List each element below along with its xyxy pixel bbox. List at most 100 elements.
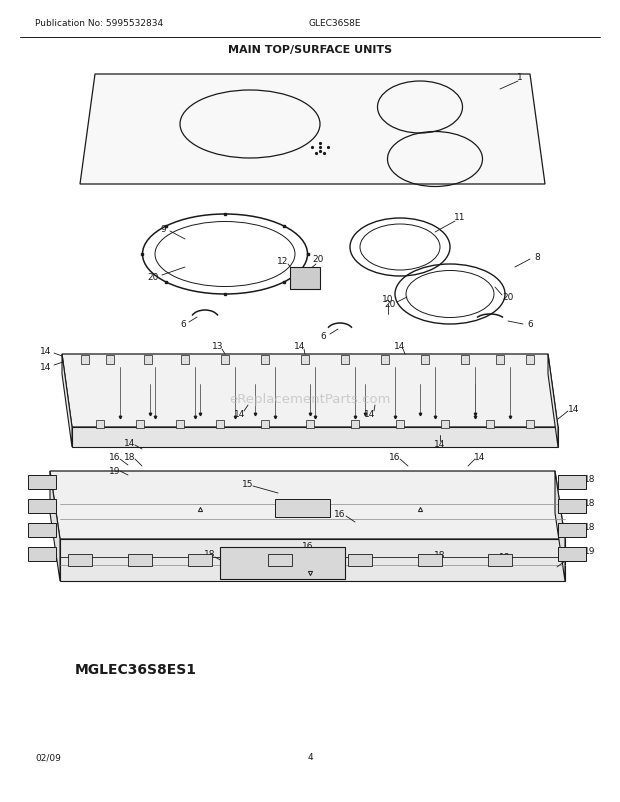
Text: Publication No: 5995532834: Publication No: 5995532834 <box>35 18 163 27</box>
Text: GLEC36S8E: GLEC36S8E <box>309 18 361 27</box>
FancyBboxPatch shape <box>301 355 309 365</box>
Text: 20: 20 <box>384 300 396 309</box>
Text: 15: 15 <box>242 480 254 489</box>
FancyBboxPatch shape <box>461 355 469 365</box>
Text: 14: 14 <box>125 439 136 448</box>
FancyBboxPatch shape <box>526 420 534 428</box>
Text: 18: 18 <box>29 475 41 484</box>
FancyBboxPatch shape <box>421 355 429 365</box>
Text: 14: 14 <box>294 342 306 351</box>
FancyBboxPatch shape <box>188 554 212 566</box>
FancyBboxPatch shape <box>488 554 512 566</box>
Text: 8: 8 <box>534 253 540 262</box>
FancyBboxPatch shape <box>68 554 92 566</box>
Polygon shape <box>62 354 558 427</box>
Text: 18: 18 <box>29 499 41 508</box>
Polygon shape <box>50 472 60 581</box>
Text: 11: 11 <box>454 213 466 222</box>
FancyBboxPatch shape <box>106 355 114 365</box>
Text: 4: 4 <box>307 752 313 762</box>
Text: 14: 14 <box>234 410 246 419</box>
FancyBboxPatch shape <box>526 355 534 365</box>
Text: 19: 19 <box>109 467 121 476</box>
FancyBboxPatch shape <box>136 420 144 428</box>
FancyBboxPatch shape <box>558 547 586 561</box>
FancyBboxPatch shape <box>261 355 269 365</box>
Polygon shape <box>80 75 545 184</box>
Text: 18: 18 <box>584 523 596 532</box>
Text: 14: 14 <box>394 342 405 351</box>
FancyBboxPatch shape <box>558 476 586 489</box>
FancyBboxPatch shape <box>96 420 104 428</box>
Text: 02/09: 02/09 <box>35 752 61 762</box>
Text: eReplacementParts.com: eReplacementParts.com <box>229 393 391 406</box>
Text: 14: 14 <box>474 453 485 462</box>
Text: 16: 16 <box>389 453 401 462</box>
Polygon shape <box>62 354 72 448</box>
Text: 20: 20 <box>502 294 514 302</box>
FancyBboxPatch shape <box>28 524 56 537</box>
FancyBboxPatch shape <box>128 554 152 566</box>
FancyBboxPatch shape <box>351 420 359 428</box>
FancyBboxPatch shape <box>220 547 345 579</box>
Text: 16: 16 <box>109 453 121 462</box>
FancyBboxPatch shape <box>216 420 224 428</box>
FancyBboxPatch shape <box>181 355 189 365</box>
Text: 18: 18 <box>584 475 596 484</box>
FancyBboxPatch shape <box>441 420 449 428</box>
Text: 18: 18 <box>434 551 446 560</box>
FancyBboxPatch shape <box>81 355 89 365</box>
FancyBboxPatch shape <box>28 547 56 561</box>
FancyBboxPatch shape <box>261 420 269 428</box>
Text: 19: 19 <box>584 547 596 556</box>
FancyBboxPatch shape <box>381 355 389 365</box>
FancyBboxPatch shape <box>275 500 330 517</box>
FancyBboxPatch shape <box>28 500 56 513</box>
Polygon shape <box>60 539 565 581</box>
FancyBboxPatch shape <box>558 524 586 537</box>
Polygon shape <box>555 472 565 581</box>
Text: MAIN TOP/SURFACE UNITS: MAIN TOP/SURFACE UNITS <box>228 45 392 55</box>
Text: 1: 1 <box>517 74 523 83</box>
FancyBboxPatch shape <box>496 355 504 365</box>
Text: 6: 6 <box>180 320 186 329</box>
Polygon shape <box>72 427 558 448</box>
Text: 18: 18 <box>124 453 136 462</box>
FancyBboxPatch shape <box>144 355 152 365</box>
Text: 9: 9 <box>160 225 166 234</box>
Text: 18: 18 <box>584 499 596 508</box>
Text: MGLEC36S8ES1: MGLEC36S8ES1 <box>75 662 197 676</box>
Text: 13: 13 <box>212 342 224 351</box>
Text: 16: 16 <box>303 542 314 551</box>
FancyBboxPatch shape <box>486 420 494 428</box>
Text: 17: 17 <box>29 550 41 559</box>
Polygon shape <box>548 354 558 448</box>
FancyBboxPatch shape <box>418 554 442 566</box>
FancyBboxPatch shape <box>348 554 372 566</box>
FancyBboxPatch shape <box>176 420 184 428</box>
FancyBboxPatch shape <box>396 420 404 428</box>
Text: 14: 14 <box>40 363 51 372</box>
Text: 20: 20 <box>312 255 324 264</box>
Text: 6: 6 <box>320 332 326 341</box>
Polygon shape <box>50 472 565 539</box>
Text: 10: 10 <box>383 295 394 304</box>
FancyBboxPatch shape <box>221 355 229 365</box>
Text: 12: 12 <box>277 257 289 266</box>
FancyBboxPatch shape <box>28 476 56 489</box>
Text: 14: 14 <box>569 405 580 414</box>
Text: 18: 18 <box>29 523 41 532</box>
Text: 6: 6 <box>527 320 533 329</box>
Text: 18: 18 <box>204 550 216 559</box>
Text: 14: 14 <box>365 410 376 419</box>
FancyBboxPatch shape <box>290 268 320 290</box>
FancyBboxPatch shape <box>268 554 292 566</box>
Text: 14: 14 <box>40 347 51 356</box>
Text: 18: 18 <box>564 555 576 564</box>
Text: 20: 20 <box>148 273 159 282</box>
Text: 16: 16 <box>334 510 346 519</box>
FancyBboxPatch shape <box>306 420 314 428</box>
Text: 18: 18 <box>499 553 511 561</box>
Text: 14: 14 <box>435 440 446 449</box>
FancyBboxPatch shape <box>341 355 349 365</box>
